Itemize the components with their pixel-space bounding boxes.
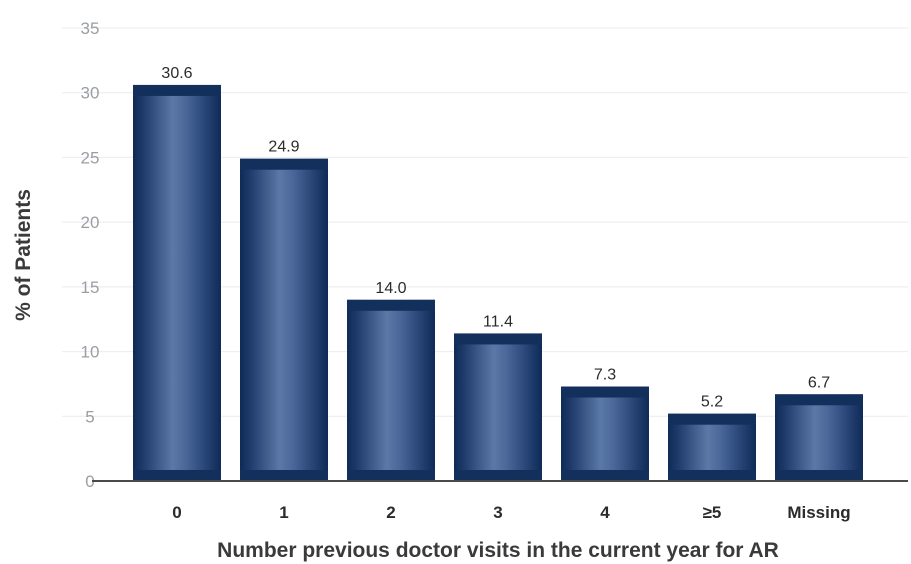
y-tick-label: 0 [85, 472, 94, 491]
y-tick-label: 5 [85, 407, 94, 426]
bar-bottom-cap [561, 470, 649, 481]
bars: 30.6 24.9 14.0 11.4 7.3 5.2 6.7 [133, 65, 863, 482]
bar-bottom-cap [240, 470, 328, 481]
bar-value-label: 30.6 [161, 65, 192, 82]
bar-group: 5.2 [668, 394, 756, 481]
x-axis-title: Number previous doctor visits in the cur… [217, 539, 779, 562]
y-tick-label: 10 [81, 343, 100, 362]
bar-group: 6.7 [775, 374, 863, 481]
bar-top-cap [347, 299, 435, 311]
bar [347, 299, 435, 481]
bar-value-label: 24.9 [268, 139, 299, 156]
y-tick-label: 35 [81, 19, 100, 38]
bar-value-label: 14.0 [375, 280, 406, 297]
bar-bottom-cap [454, 470, 542, 481]
bar-top-cap [133, 84, 221, 96]
bar [668, 413, 756, 481]
x-category-label: 1 [279, 503, 288, 522]
bar-value-label: 5.2 [701, 394, 723, 411]
bar-value-label: 11.4 [483, 313, 513, 330]
bar-group: 30.6 [133, 65, 221, 481]
bar-top-cap [775, 394, 863, 406]
bar-top-cap [454, 333, 542, 345]
x-category-label: 0 [172, 503, 181, 522]
x-category-label: 2 [386, 503, 395, 522]
bar-group: 11.4 [454, 313, 542, 481]
bar-group: 7.3 [561, 367, 649, 481]
bar-top-cap [561, 386, 649, 398]
bar-group: 14.0 [347, 280, 435, 481]
bar-value-label: 6.7 [808, 374, 830, 391]
bar-bottom-cap [133, 470, 221, 481]
bar-bottom-cap [668, 470, 756, 481]
x-category-label: 4 [600, 503, 610, 522]
x-category-label: ≥5 [703, 503, 722, 522]
bar [775, 394, 863, 481]
bar-top-cap [240, 158, 328, 170]
bar-bottom-cap [775, 470, 863, 481]
y-tick-label: 20 [81, 213, 100, 232]
y-tick-label: 30 [81, 84, 100, 103]
bar-group: 24.9 [240, 139, 328, 482]
x-category-label: Missing [787, 503, 850, 522]
y-tick-label: 15 [81, 278, 100, 297]
bar-value-label: 7.3 [594, 367, 616, 384]
y-axis-title: % of Patients [12, 189, 35, 321]
bar [240, 158, 328, 482]
bar-bottom-cap [347, 470, 435, 481]
x-category-label: 3 [493, 503, 502, 522]
x-axis-categories: 0 1 2 3 4 ≥5 Missing [172, 503, 850, 522]
bar [454, 333, 542, 481]
y-tick-label: 25 [81, 148, 100, 167]
bar [133, 84, 221, 481]
bar [561, 386, 649, 481]
y-axis-ticks: 0 5 10 15 20 25 30 35 [81, 19, 100, 491]
bar-top-cap [668, 413, 756, 425]
